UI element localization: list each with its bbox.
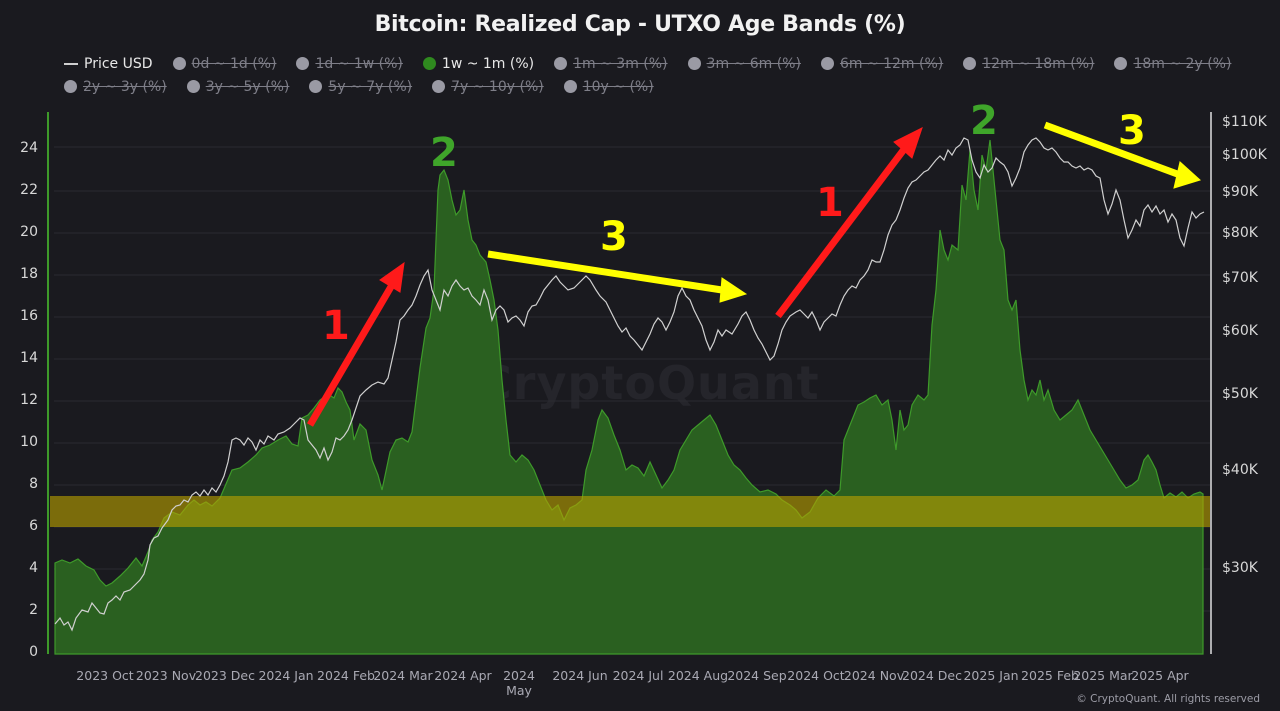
yellow-arrow-3b <box>1043 121 1201 189</box>
legend-item-18m-2y[interactable]: 18m ~ 2y (%) <box>1114 56 1231 72</box>
x-tick: 2024 Sep <box>727 668 787 683</box>
band-1w-1m-area <box>54 139 1204 655</box>
x-tick: 2024 Mar <box>373 668 433 683</box>
legend-item-1d-1w[interactable]: 1d ~ 1w (%) <box>296 56 403 72</box>
dot-icon <box>186 80 200 93</box>
x-tick: 2024 Nov <box>843 668 905 683</box>
dot-icon <box>432 80 446 93</box>
copyright-credit: © CryptoQuant. All rights reserved <box>1076 693 1260 705</box>
y-tick-22: 22 <box>20 182 38 198</box>
dot-icon <box>563 80 577 93</box>
annotation-2-right: 2 <box>970 98 998 144</box>
legend-item-5y-7y[interactable]: 5y ~ 7y (%) <box>309 79 412 95</box>
y-tick-4: 4 <box>29 560 38 576</box>
legend-row-1: Price USD 0d ~ 1d (%) 1d ~ 1w (%) 1w ~ 1… <box>64 52 1244 75</box>
y-right-tick-60k: $60K <box>1222 323 1258 339</box>
x-tick: 2025 Mar <box>1073 668 1133 683</box>
dot-icon <box>554 57 568 70</box>
legend: Price USD 0d ~ 1d (%) 1d ~ 1w (%) 1w ~ 1… <box>64 52 1244 98</box>
legend-item-1w-1m[interactable]: 1w ~ 1m (%) <box>422 56 534 72</box>
dot-icon <box>309 80 323 93</box>
legend-item-0d-1d[interactable]: 0d ~ 1d (%) <box>172 56 276 72</box>
y-right-tick-30k: $30K <box>1222 560 1258 576</box>
dot-icon <box>172 57 186 70</box>
y-right-tick-70k: $70K <box>1222 270 1258 286</box>
line-swatch-icon <box>64 62 78 65</box>
yellow-arrow-3 <box>487 250 748 303</box>
red-arrow-1b <box>775 127 923 319</box>
x-tick: 2023 Oct <box>76 668 134 683</box>
dot-icon <box>687 57 701 70</box>
y-tick-2: 2 <box>29 602 38 618</box>
annotation-1-left: 1 <box>322 303 350 349</box>
annotation-1-right: 1 <box>816 180 844 226</box>
dot-icon <box>820 57 834 70</box>
x-tick: 2024 May <box>503 668 535 698</box>
y-tick-12: 12 <box>20 392 38 408</box>
x-tick: 2025 Feb <box>1021 668 1079 683</box>
x-tick: 2024 Aug <box>667 668 729 683</box>
legend-item-price-usd[interactable]: Price USD <box>64 56 153 72</box>
x-tick: 2024 Oct <box>787 668 845 683</box>
y-right-tick-100k: $100K <box>1222 147 1267 163</box>
legend-item-3m-6m[interactable]: 3m ~ 6m (%) <box>687 56 801 72</box>
y-right-tick-50k: $50K <box>1222 386 1258 402</box>
y-right-tick-40k: $40K <box>1222 462 1258 478</box>
legend-item-6m-12m[interactable]: 6m ~ 12m (%) <box>820 56 943 72</box>
x-tick: 2024 Jan <box>258 668 314 683</box>
y-tick-16: 16 <box>20 308 38 324</box>
legend-item-3y-5y[interactable]: 3y ~ 5y (%) <box>186 79 289 95</box>
legend-item-10y-plus[interactable]: 10y ~ (%) <box>563 79 654 95</box>
annotation-2-left: 2 <box>430 130 458 176</box>
price-usd-line <box>54 137 1205 632</box>
y-tick-14: 14 <box>20 350 38 366</box>
y-tick-20: 20 <box>20 224 38 240</box>
y-right-tick-90k: $90K <box>1222 184 1258 200</box>
x-tick: 2025 Jan <box>963 668 1019 683</box>
legend-row-2: 2y ~ 3y (%) 3y ~ 5y (%) 5y ~ 7y (%) 7y ~… <box>64 75 1244 98</box>
y-tick-10: 10 <box>20 434 38 450</box>
annotation-3-right: 3 <box>1118 108 1146 154</box>
y-tick-0: 0 <box>29 644 38 660</box>
legend-item-12m-18m[interactable]: 12m ~ 18m (%) <box>963 56 1094 72</box>
legend-item-7y-10y[interactable]: 7y ~ 10y (%) <box>432 79 544 95</box>
x-tick: 2024 Feb <box>317 668 375 683</box>
x-tick: 2024 Dec <box>902 668 962 683</box>
legend-item-1m-3m[interactable]: 1m ~ 3m (%) <box>554 56 668 72</box>
dot-icon <box>1114 57 1128 70</box>
y-tick-18: 18 <box>20 266 38 282</box>
y-tick-24: 24 <box>20 140 38 156</box>
highlight-zone <box>50 496 1210 527</box>
annotation-3-left: 3 <box>600 214 628 260</box>
x-tick: 2023 Dec <box>195 668 255 683</box>
x-tick: 2024 Jun <box>552 668 608 683</box>
dot-icon <box>296 57 310 70</box>
chart-title: Bitcoin: Realized Cap - UTXO Age Bands (… <box>374 12 906 37</box>
x-tick: 2023 Nov <box>135 668 197 683</box>
red-arrow-1 <box>306 261 405 427</box>
y-tick-6: 6 <box>29 518 38 534</box>
x-tick: 2024 Jul <box>612 668 664 683</box>
dot-icon <box>422 57 436 70</box>
y-tick-8: 8 <box>29 476 38 492</box>
legend-item-2y-3y[interactable]: 2y ~ 3y (%) <box>64 79 167 95</box>
y-right-tick-110k: $110K <box>1222 114 1267 130</box>
x-tick: 2025 Apr <box>1131 668 1189 683</box>
x-tick: 2024 Apr <box>434 668 492 683</box>
y-right-tick-80k: $80K <box>1222 225 1258 241</box>
dot-icon <box>963 57 977 70</box>
dot-icon <box>64 80 77 93</box>
